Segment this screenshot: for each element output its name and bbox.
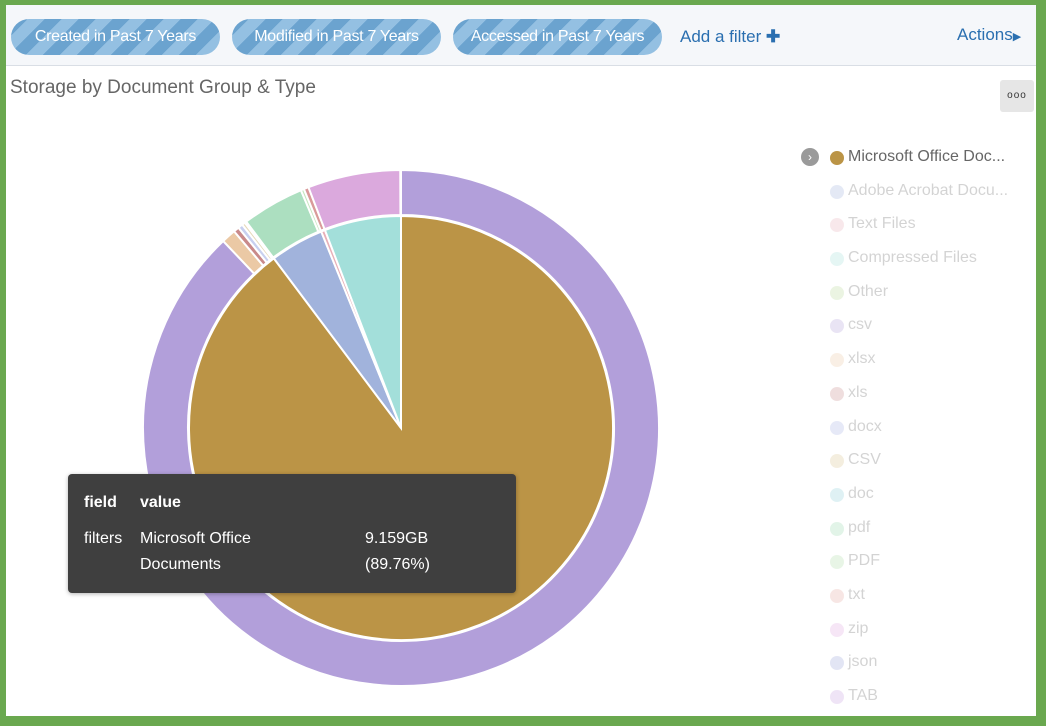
legend-label: Adobe Acrobat Docu... [848, 181, 1009, 199]
legend-label: docx [848, 417, 882, 435]
legend-color-dot [830, 319, 844, 334]
outer-slice-csv[interactable] [142, 168, 660, 687]
actions-button[interactable]: Actions▶ [957, 25, 1021, 45]
add-filter-button[interactable]: Add a filter ✚ [680, 27, 780, 47]
legend-color-dot [830, 151, 844, 165]
legend-color-dot [830, 622, 844, 637]
tooltip-size: 9.159GB [365, 530, 429, 547]
filter-bar: Created in Past 7 Years Modified in Past… [6, 5, 1036, 66]
legend-label: PDF [848, 552, 880, 570]
filter-pill-created[interactable]: Created in Past 7 Years [11, 19, 220, 55]
legend-label: Microsoft Office Doc... [848, 148, 1006, 165]
pie-chart [142, 168, 660, 687]
legend-label: CSV [848, 451, 881, 469]
tooltip-header-value: value [140, 494, 181, 511]
legend-item[interactable]: pdf [798, 516, 1008, 550]
tooltip-percent: (89.76%) [365, 556, 430, 573]
legend-color-dot [830, 454, 844, 469]
legend-color-dot [830, 588, 844, 603]
tooltip-header-field: field [84, 494, 117, 511]
actions-label: Actions [957, 25, 1013, 44]
legend-item[interactable]: Adobe Acrobat Docu... [798, 179, 1008, 213]
legend-item[interactable]: › Microsoft Office Doc... [798, 145, 1008, 179]
legend-item[interactable]: Compressed Files [798, 246, 1008, 280]
tooltip-value-line2: Documents [140, 556, 221, 573]
legend-color-dot [830, 555, 844, 570]
legend-label: TAB [848, 687, 878, 704]
legend-item[interactable]: Other [798, 280, 1008, 314]
legend-label: Other [848, 282, 889, 300]
chart-title: Storage by Document Group & Type [10, 77, 316, 98]
caret-right-icon: ▶ [1012, 31, 1022, 43]
legend-item[interactable]: PDF [798, 549, 1008, 583]
legend-color-dot [830, 386, 844, 401]
legend-label: pdf [848, 518, 871, 536]
legend-color-dot [830, 656, 844, 671]
legend-item[interactable]: zip [798, 617, 1008, 651]
legend-color-dot [830, 252, 844, 267]
legend-label: json [848, 653, 878, 671]
legend-item[interactable]: json [798, 650, 1008, 684]
legend-color-dot [830, 353, 844, 368]
legend-label: doc [848, 484, 874, 502]
add-filter-label: Add a filter [680, 27, 762, 46]
legend: › Microsoft Office Doc... Adobe Acrobat Do… [798, 145, 1008, 716]
legend-color-dot [830, 218, 844, 233]
legend-item[interactable]: xlsx [798, 347, 1008, 381]
tooltip-value-line1: Microsoft Office [140, 530, 251, 547]
panel-options-button[interactable]: ooo [1000, 80, 1034, 112]
filter-pill-modified[interactable]: Modified in Past 7 Years [232, 19, 441, 55]
tooltip-field: filters [84, 530, 123, 547]
legend-item[interactable]: xls [798, 381, 1008, 415]
legend-item[interactable]: doc [798, 482, 1008, 516]
legend-item[interactable]: docx [798, 415, 1008, 449]
legend-label: Compressed Files [848, 249, 977, 267]
legend-label: zip [848, 619, 869, 637]
legend-label: csv [848, 316, 872, 334]
plus-icon: ✚ [766, 27, 781, 46]
legend-color-dot [830, 285, 844, 300]
filter-pill-accessed[interactable]: Accessed in Past 7 Years [453, 19, 662, 55]
legend-color-dot [830, 184, 844, 199]
legend-color-dot [830, 690, 844, 704]
legend-label: Text Files [848, 215, 916, 233]
legend-label: xls [848, 383, 868, 401]
legend-color-dot [830, 420, 844, 435]
legend-label: txt [848, 585, 865, 603]
tooltip: field value filters Microsoft Office Doc… [68, 474, 516, 593]
legend-label: xlsx [848, 350, 876, 368]
legend-color-dot [830, 487, 844, 502]
legend-item[interactable]: CSV [798, 448, 1008, 482]
legend-item[interactable]: Text Files [798, 212, 1008, 246]
legend-item[interactable]: csv [798, 313, 1008, 347]
legend-color-dot [830, 521, 844, 536]
chevron-right-icon[interactable]: › [801, 148, 819, 166]
legend-item[interactable]: txt [798, 583, 1008, 617]
legend-item[interactable]: TAB [798, 684, 1008, 716]
dashboard-panel: Created in Past 7 Years Modified in Past… [6, 5, 1036, 716]
